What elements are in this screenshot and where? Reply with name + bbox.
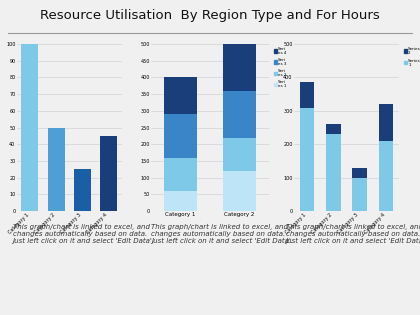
- Bar: [300, 107, 314, 211]
- Bar: [100, 136, 117, 211]
- Text: This graph/chart is linked to excel, and
changes automatically based on data.
Ju: This graph/chart is linked to excel, and…: [13, 224, 155, 244]
- Bar: [74, 169, 91, 211]
- Bar: [164, 114, 197, 158]
- Text: This graph/chart is linked to excel, and
changes automatically based on data.
Ju: This graph/chart is linked to excel, and…: [151, 224, 293, 244]
- Bar: [223, 138, 256, 171]
- Bar: [164, 191, 197, 211]
- Bar: [379, 104, 393, 141]
- Bar: [326, 134, 341, 211]
- Text: Resource Utilisation  By Region Type and For Hours: Resource Utilisation By Region Type and …: [40, 9, 380, 22]
- Text: This graph/chart is linked to excel, and
changes automatically based on data.
Ju: This graph/chart is linked to excel, and…: [286, 224, 420, 244]
- Bar: [47, 128, 65, 211]
- Bar: [379, 141, 393, 211]
- Bar: [300, 83, 314, 107]
- Bar: [326, 124, 341, 134]
- Bar: [223, 171, 256, 211]
- Bar: [352, 168, 367, 178]
- Bar: [164, 158, 197, 191]
- Legend: Series
2, Series
1: Series 2, Series 1: [403, 46, 420, 67]
- Bar: [21, 44, 39, 211]
- Bar: [223, 44, 256, 91]
- Bar: [352, 178, 367, 211]
- Bar: [223, 91, 256, 138]
- Bar: [164, 77, 197, 114]
- Legend: Seri
es 4, Seri
es 3, Seri
es 2, Seri
es 1: Seri es 4, Seri es 3, Seri es 2, Seri es…: [273, 46, 287, 89]
